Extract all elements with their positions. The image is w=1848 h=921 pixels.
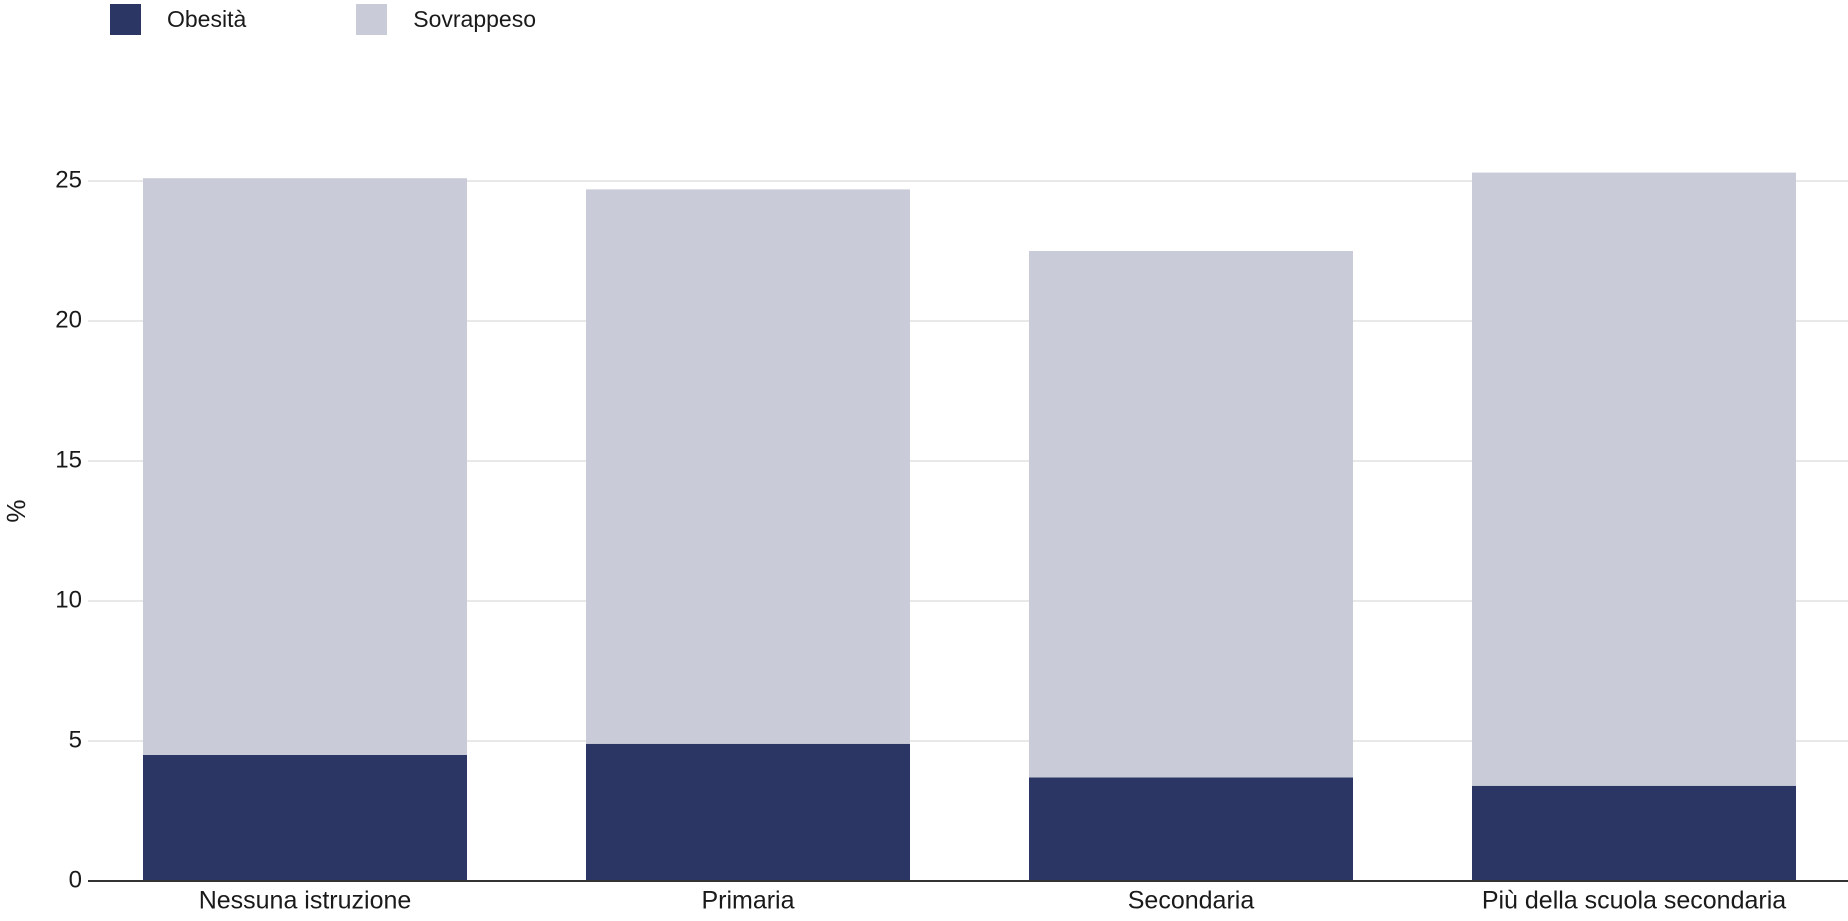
y-tick-label-20: 20 (55, 306, 82, 333)
legend-swatch-sovrappeso (356, 4, 388, 35)
bar-obesita-0[interactable] (143, 755, 467, 881)
bar-obesita-3[interactable] (1472, 785, 1796, 881)
y-tick-label-15: 15 (55, 446, 82, 473)
legend-item-sovrappeso[interactable]: Sovrappeso (356, 4, 536, 35)
y-tick-label-5: 5 (69, 726, 82, 753)
legend-label-sovrappeso: Sovrappeso (413, 6, 537, 32)
y-tick-label-10: 10 (55, 586, 82, 613)
legend-label-obesita: Obesità (167, 6, 247, 32)
bar-sovrappeso-3[interactable] (1472, 172, 1796, 786)
bar-sovrappeso-2[interactable] (1029, 251, 1353, 778)
bar-obesita-1[interactable] (586, 743, 910, 881)
legend-swatch-obesita (110, 4, 141, 35)
y-tick-labels: 0 5 10 15 20 25 (55, 166, 82, 893)
y-axis-label: % (1, 499, 31, 522)
y-tick-label-0: 0 (69, 866, 82, 893)
bar-obesita-2[interactable] (1029, 777, 1353, 881)
legend-item-obesita[interactable]: Obesità (110, 4, 246, 35)
bars-group (143, 172, 1796, 881)
x-tick-label-3: Più della scuola secondaria (1482, 887, 1786, 915)
bar-sovrappeso-0[interactable] (143, 178, 467, 755)
bar-sovrappeso-1[interactable] (586, 189, 910, 744)
x-tick-labels: Nessuna istruzione Primaria Secondaria Più … (199, 887, 1787, 915)
y-tick-label-25: 25 (55, 166, 82, 193)
x-tick-label-0: Nessuna istruzione (199, 887, 412, 915)
legend: Obesità Sovrappeso (110, 4, 646, 35)
x-tick-label-2: Secondaria (1128, 887, 1255, 915)
x-tick-label-1: Primaria (701, 887, 794, 915)
